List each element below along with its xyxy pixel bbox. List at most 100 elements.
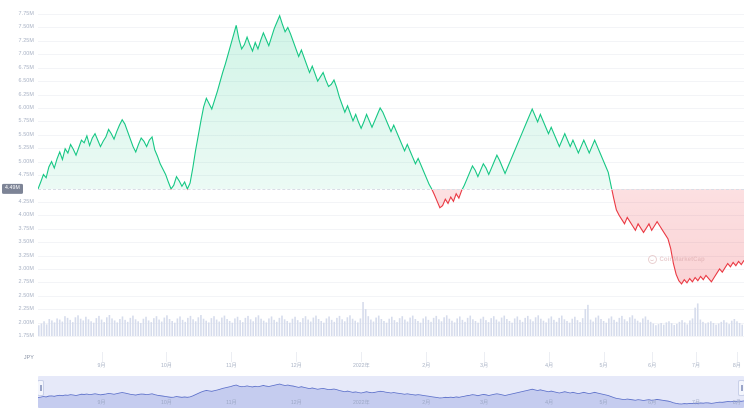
x-axis-tick-mark xyxy=(736,352,738,362)
volume-bar xyxy=(139,322,142,336)
handle-grip-line xyxy=(39,385,41,391)
y-axis-tick-label: 5.75M xyxy=(18,118,34,125)
navigator-left-handle[interactable] xyxy=(38,380,44,396)
volume-bar xyxy=(362,302,364,336)
volume-bar xyxy=(448,318,451,336)
x-axis-tick-label: 2022年 xyxy=(352,363,370,369)
volume-bar xyxy=(336,317,338,336)
y-axis-tick-label: 3.50M xyxy=(18,239,34,246)
navigator-right-handle[interactable] xyxy=(738,380,744,396)
volume-bar xyxy=(655,325,657,336)
volume-bar xyxy=(712,322,715,336)
volume-bar xyxy=(375,317,377,336)
volume-bar xyxy=(323,322,325,336)
volume-bar xyxy=(534,317,537,336)
x-axis-tick-mark xyxy=(101,352,103,362)
x-axis-tick-label: 2月 xyxy=(422,363,431,369)
volume-bar xyxy=(694,307,696,336)
volume-bar xyxy=(704,323,707,336)
volume-bar xyxy=(210,318,213,336)
y-axis-tick-label: 6.50M xyxy=(18,78,34,85)
volume-bar xyxy=(409,317,411,336)
navigator-tick-label: 2022年 xyxy=(352,400,370,406)
volume-bar xyxy=(540,318,542,336)
volume-bar xyxy=(270,316,273,336)
volume-bar xyxy=(626,321,628,336)
volume-bar xyxy=(406,321,409,336)
volume-bar xyxy=(328,316,330,336)
x-axis-tick-mark xyxy=(652,352,654,362)
volume-bar xyxy=(584,309,587,336)
volume-bar xyxy=(113,320,116,336)
volume-bar xyxy=(634,318,636,336)
volume-bar xyxy=(618,317,621,336)
volume-bar xyxy=(202,318,205,336)
volume-bar xyxy=(736,321,738,336)
volume-bar xyxy=(56,318,58,336)
volume-bar xyxy=(432,317,435,336)
navigator-tick-label: 12月 xyxy=(290,400,302,406)
volume-bar xyxy=(132,315,134,336)
x-axis-tick-mark xyxy=(296,352,298,362)
volume-bar xyxy=(396,322,398,336)
volume-bar xyxy=(419,322,422,336)
volume-bar xyxy=(82,320,85,336)
volume-bar xyxy=(315,315,317,336)
volume-bar xyxy=(66,317,69,336)
x-axis-tick-mark xyxy=(426,352,428,362)
volume-bar xyxy=(576,320,579,336)
volume-bar xyxy=(121,316,124,336)
range-navigator[interactable]: 9月 10月 11月 12月 2022年 2月 3月 4月 5月 6月 7月 8月 xyxy=(38,376,744,408)
volume-bar xyxy=(495,319,498,336)
volume-bar xyxy=(537,315,540,336)
volume-bar xyxy=(302,318,304,336)
volume-bar xyxy=(338,315,341,336)
volume-bar xyxy=(283,319,286,336)
volume-bar xyxy=(464,321,466,336)
volume-bar xyxy=(108,315,111,336)
volume-bar xyxy=(665,322,668,336)
x-axis-tick-label: 6月 xyxy=(648,363,657,369)
x-axis-tick-label: 3月 xyxy=(480,363,489,369)
volume-bar xyxy=(668,321,670,336)
volume-bar xyxy=(738,322,741,336)
navigator-area-chart xyxy=(38,383,744,408)
volume-bar xyxy=(116,322,119,336)
volume-bar xyxy=(553,319,555,336)
volume-bar xyxy=(325,318,328,336)
navigator-selected-range[interactable] xyxy=(38,376,744,408)
volume-bar xyxy=(490,318,492,336)
volume-bar xyxy=(725,322,728,336)
volume-bar xyxy=(469,315,472,336)
volume-bar xyxy=(372,321,375,336)
gridline xyxy=(38,14,744,16)
volume-bar xyxy=(500,317,503,336)
volume-bar xyxy=(346,317,349,336)
volume-bar xyxy=(566,320,568,336)
volume-bar xyxy=(542,320,545,336)
volume-bar xyxy=(555,321,558,336)
gridline xyxy=(38,309,744,311)
volume-bar xyxy=(92,322,95,336)
currency-label: JPY xyxy=(23,355,34,361)
current-price-badge: 4.49M xyxy=(2,183,23,195)
volume-bar xyxy=(451,320,453,336)
volume-bar xyxy=(307,319,309,336)
volume-bar xyxy=(357,322,359,336)
volume-bar xyxy=(257,315,260,336)
volume-bar xyxy=(317,319,320,336)
volume-bar xyxy=(587,304,589,336)
x-axis-labels: 9月 10月 11月 12月 2022年 2月 3月 4月 5月 6月 7月 8月 xyxy=(38,352,744,374)
volume-bars xyxy=(38,302,744,336)
volume-bar xyxy=(479,318,482,336)
navigator-tick-label: 10月 xyxy=(161,400,172,406)
volume-bar xyxy=(385,322,388,336)
volume-bar xyxy=(58,319,61,336)
volume-bar xyxy=(623,319,626,336)
volume-bar xyxy=(43,321,45,336)
volume-bar xyxy=(456,318,458,336)
volume-bar xyxy=(427,319,430,336)
volume-bar xyxy=(393,320,396,336)
volume-bar xyxy=(649,321,652,336)
volume-bar xyxy=(244,317,247,336)
